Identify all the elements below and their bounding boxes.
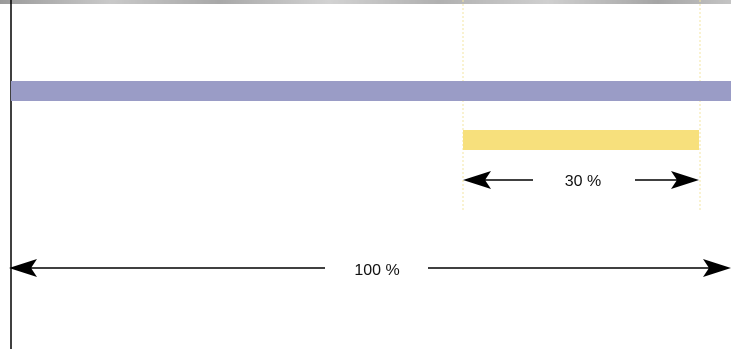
arrowhead-left-icon [463,171,491,189]
arrowhead-right-icon [703,259,731,277]
top-texture-strip [0,0,731,4]
full-bar [11,81,731,101]
arrowhead-right-icon [671,171,699,189]
part-dimension-arrow [463,171,699,189]
total-label: 100 % [354,262,399,279]
arrowhead-left-icon [9,259,37,277]
part-bar [463,130,699,150]
part-label: 30 % [565,173,601,190]
total-dimension-arrow [9,259,731,277]
